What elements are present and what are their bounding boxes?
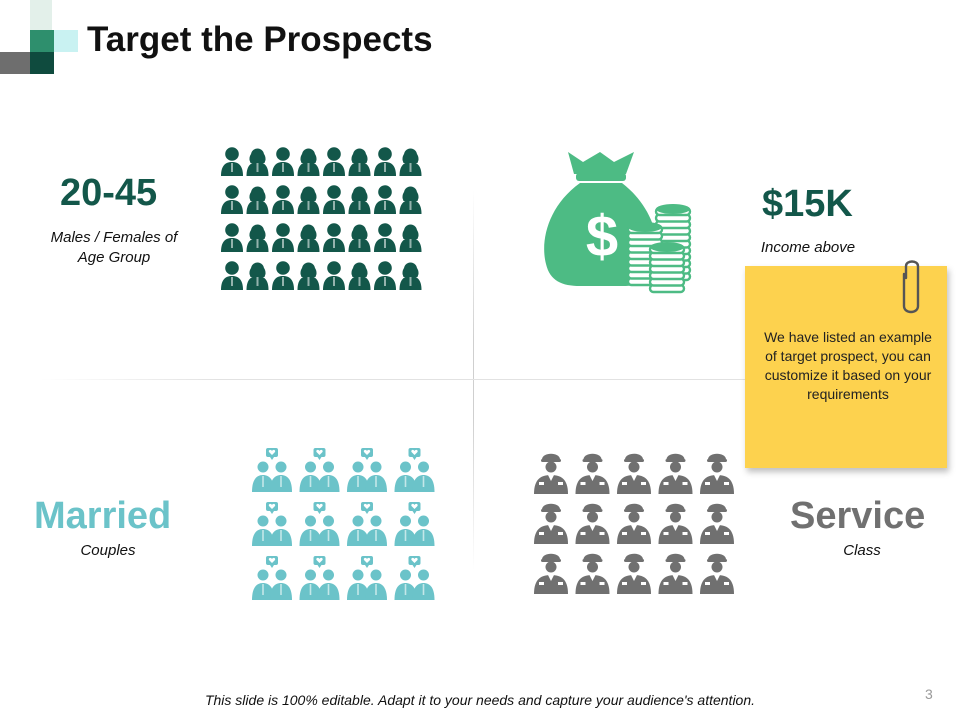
page-number: 3	[925, 686, 933, 702]
page-title: Target the Prospects	[87, 20, 433, 59]
decor-square-aqua	[54, 30, 78, 52]
person-figure	[297, 262, 320, 290]
person-figure	[297, 186, 320, 214]
couple-figure	[394, 448, 435, 492]
married-caption: Couples	[80, 542, 136, 559]
person-figure	[246, 186, 269, 214]
person-figure	[221, 261, 243, 290]
person-figure	[399, 224, 422, 252]
married-value: Married	[34, 495, 172, 537]
decor-square-light	[30, 0, 52, 30]
person-figure	[246, 262, 269, 290]
person-figure	[272, 147, 294, 176]
person-figure	[374, 185, 396, 214]
money-bag-icon: $	[544, 152, 692, 294]
officer-figure	[617, 453, 651, 494]
couple-figure	[252, 556, 292, 600]
person-figure	[323, 147, 345, 176]
service-value: Service	[790, 495, 926, 537]
officer-figure	[617, 503, 651, 544]
person-figure	[374, 261, 396, 290]
person-figure	[221, 185, 243, 214]
income-caption: Income above	[760, 239, 856, 256]
couple-figure	[394, 556, 435, 600]
person-figure	[323, 185, 345, 214]
person-figure	[348, 262, 371, 290]
person-figure	[272, 261, 294, 290]
officer-figure	[700, 503, 734, 544]
person-figure	[323, 261, 345, 290]
officer-figure	[534, 453, 568, 494]
decor-square-dark	[30, 52, 54, 74]
officer-figure	[534, 553, 568, 594]
officer-figure	[575, 553, 610, 594]
person-figure	[348, 224, 371, 252]
officer-figure	[658, 453, 693, 494]
age-caption-line2: Age Group	[77, 249, 151, 266]
person-figure	[374, 147, 396, 176]
age-range-value: 20-45	[60, 172, 158, 214]
couple-figure	[347, 448, 387, 492]
officer-icon	[534, 453, 734, 594]
officer-figure	[658, 503, 693, 544]
officer-figure	[534, 503, 568, 544]
person-figure	[246, 224, 269, 252]
couple-figure	[347, 502, 387, 546]
person-figure	[272, 185, 294, 214]
sticky-note: We have listed an example of target pros…	[745, 266, 947, 468]
couple-figure	[299, 556, 340, 600]
person-figure	[221, 147, 243, 176]
svg-text:$: $	[586, 204, 618, 269]
couple-figure	[347, 556, 387, 600]
age-range-caption: Males / Females of Age Group	[25, 228, 203, 268]
officer-figure	[658, 553, 693, 594]
person-figure	[348, 186, 371, 214]
officer-figure	[700, 553, 734, 594]
couple-figure	[394, 502, 435, 546]
officer-figure	[617, 553, 651, 594]
people-group-icon	[221, 147, 422, 290]
person-figure	[348, 148, 371, 176]
income-value: $15K	[762, 183, 853, 225]
person-figure	[323, 223, 345, 252]
horizontal-divider	[40, 379, 930, 380]
officer-figure	[575, 453, 610, 494]
couple-figure	[252, 502, 292, 546]
couple-figure	[299, 502, 340, 546]
person-figure	[399, 262, 422, 290]
couple-figure	[299, 448, 340, 492]
vertical-divider	[473, 190, 474, 570]
officer-figure	[575, 503, 610, 544]
decor-square-teal	[30, 30, 54, 52]
decor-square-grey	[0, 52, 30, 74]
person-figure	[374, 223, 396, 252]
couple-icon	[252, 448, 435, 600]
person-figure	[272, 223, 294, 252]
person-figure	[399, 148, 422, 176]
person-figure	[297, 148, 320, 176]
coin-stack	[648, 242, 686, 294]
footer-note: This slide is 100% editable. Adapt it to…	[204, 692, 756, 708]
officer-figure	[700, 453, 734, 494]
person-figure	[246, 148, 269, 176]
person-figure	[221, 223, 243, 252]
couple-figure	[252, 448, 292, 492]
age-caption-line1: Males / Females of	[50, 229, 178, 246]
person-figure	[297, 224, 320, 252]
sticky-note-text: We have listed an example of target pros…	[764, 329, 932, 402]
service-caption: Class	[843, 542, 881, 559]
person-figure	[399, 186, 422, 214]
paperclip-icon	[902, 260, 920, 314]
